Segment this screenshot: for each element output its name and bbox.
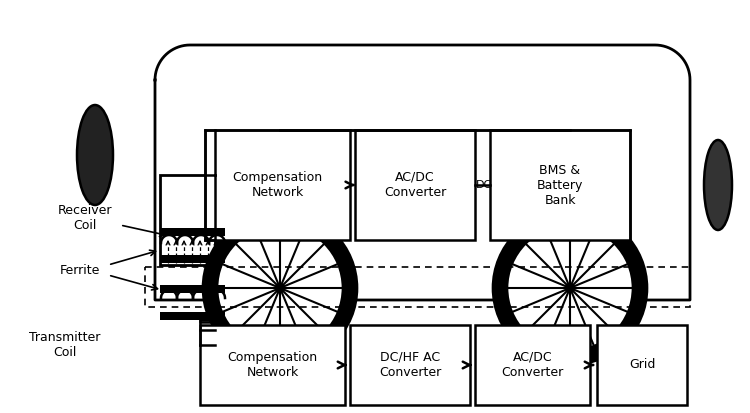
Ellipse shape: [704, 140, 732, 230]
Text: DC/HF AC
Converter: DC/HF AC Converter: [379, 351, 441, 379]
Bar: [160, 175, 215, 265]
Circle shape: [276, 284, 284, 292]
Text: Transmitter
Coil: Transmitter Coil: [29, 331, 100, 359]
Text: AC/DC
Converter: AC/DC Converter: [501, 351, 564, 379]
Text: AC/DC
Converter: AC/DC Converter: [384, 171, 446, 199]
Bar: [200, 325, 345, 405]
Text: DC: DC: [476, 180, 492, 190]
Bar: [160, 285, 225, 293]
Circle shape: [500, 218, 640, 358]
Bar: [355, 130, 475, 240]
Bar: [160, 255, 225, 263]
Text: Compensation
Network: Compensation Network: [227, 351, 317, 379]
Circle shape: [566, 284, 574, 292]
Bar: [160, 312, 225, 320]
Bar: [160, 228, 225, 236]
Bar: [597, 325, 687, 405]
Ellipse shape: [77, 105, 113, 205]
Text: Compensation
Network: Compensation Network: [232, 171, 322, 199]
Bar: [490, 130, 630, 240]
Bar: [205, 130, 350, 240]
Text: Ferrite: Ferrite: [60, 263, 100, 276]
Text: Grid: Grid: [628, 358, 656, 372]
Bar: [475, 325, 590, 405]
Bar: [145, 267, 690, 307]
Text: Receiver
Coil: Receiver Coil: [58, 204, 112, 232]
Circle shape: [210, 218, 350, 358]
Bar: [350, 325, 470, 405]
Text: BMS &
Battery
Bank: BMS & Battery Bank: [537, 164, 584, 206]
